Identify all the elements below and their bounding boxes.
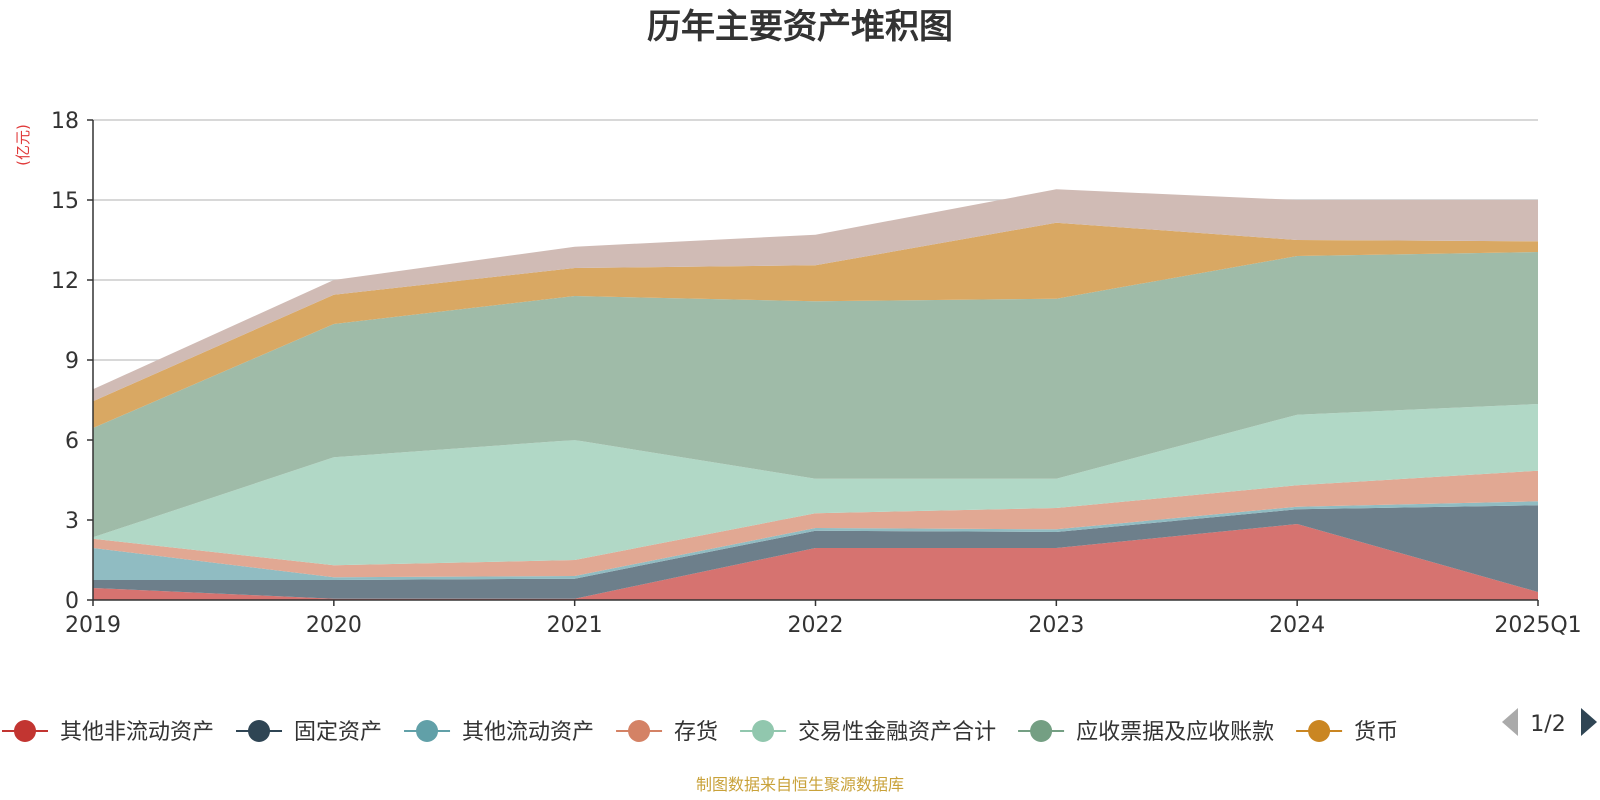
- legend-marker-icon: [14, 720, 36, 742]
- legend-label: 固定资产: [294, 720, 382, 745]
- area-固定资产: [93, 505, 1538, 599]
- x-tick-label-3: 2022: [788, 613, 844, 638]
- y-axis-unit-label: (亿元): [14, 124, 32, 166]
- axes: 0 3 6 9 12 15 18 2019 2020 2021 2022 2023 2024 2025Q1: [51, 109, 1582, 638]
- y-tick-label-4: 12: [51, 269, 79, 294]
- x-tick-label-6: 2025Q1: [1494, 613, 1581, 638]
- y-tick-label-6: 18: [51, 109, 79, 134]
- area-存货: [93, 470, 1538, 578]
- x-tick-label-4: 2023: [1028, 613, 1084, 638]
- x-tick-label-0: 2019: [65, 613, 121, 638]
- y-tick-label-1: 3: [65, 509, 79, 534]
- legend-label: 其他非流动资产: [60, 720, 214, 745]
- legend: 其他非流动资产 固定资产 其他流动资产 存货 交易性金融资产合计 应收票据及应收账款 货币: [2, 720, 1398, 745]
- legend-label: 货币: [1354, 720, 1398, 745]
- legend-item-0[interactable]: 其他非流动资产: [2, 720, 214, 745]
- x-tick-label-2: 2021: [547, 613, 603, 638]
- x-tick-label-1: 2020: [306, 613, 362, 638]
- legend-marker-icon: [1030, 720, 1053, 742]
- legend-marker-icon: [752, 720, 775, 742]
- legend-marker-icon: [416, 720, 439, 742]
- legend-marker-icon: [628, 720, 651, 742]
- legend-item-3[interactable]: 存货: [616, 720, 718, 745]
- legend-prev-page-icon[interactable]: [1502, 708, 1518, 736]
- legend-label: 存货: [674, 720, 718, 745]
- area-交易性金融资产合计: [93, 404, 1538, 566]
- y-tick-label-3: 9: [65, 349, 79, 374]
- legend-item-1[interactable]: 固定资产: [236, 720, 382, 745]
- legend-item-2[interactable]: 其他流动资产: [404, 720, 594, 745]
- legend-item-4[interactable]: 交易性金融资产合计: [740, 720, 996, 745]
- area-其他流动资产: [93, 501, 1538, 580]
- x-tick-label-5: 2024: [1269, 613, 1325, 638]
- legend-label: 交易性金融资产合计: [798, 720, 996, 745]
- stacked-areas: [93, 189, 1538, 600]
- legend-label: 其他流动资产: [462, 720, 594, 745]
- area-series-8: [93, 189, 1538, 402]
- y-tick-label-0: 0: [65, 589, 79, 614]
- data-source-note: 制图数据来自恒生聚源数据库: [696, 775, 904, 794]
- legend-pager: 1/2: [1502, 708, 1597, 737]
- y-tick-label-2: 6: [65, 429, 79, 454]
- area-其他非流动资产: [93, 524, 1538, 600]
- legend-item-6[interactable]: 货币: [1296, 720, 1398, 745]
- y-tick-label-5: 15: [51, 189, 79, 214]
- area-货币: [93, 222, 1538, 428]
- legend-item-5[interactable]: 应收票据及应收账款: [1018, 720, 1274, 745]
- legend-page-indicator: 1/2: [1530, 712, 1565, 737]
- legend-next-page-icon[interactable]: [1581, 708, 1597, 736]
- legend-marker-icon: [1308, 720, 1331, 742]
- chart-title: 历年主要资产堆积图: [647, 7, 953, 47]
- legend-label: 应收票据及应收账款: [1076, 720, 1274, 745]
- legend-marker-icon: [248, 720, 271, 742]
- area-应收票据及应收账款: [93, 252, 1538, 538]
